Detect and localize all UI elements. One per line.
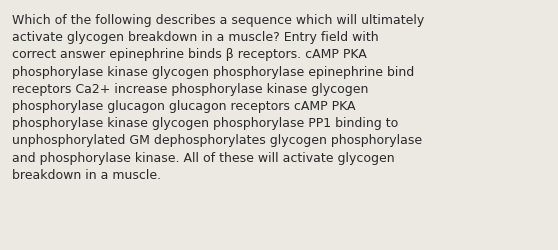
Text: Which of the following describes a sequence which will ultimately
activate glyco: Which of the following describes a seque… xyxy=(12,14,424,181)
